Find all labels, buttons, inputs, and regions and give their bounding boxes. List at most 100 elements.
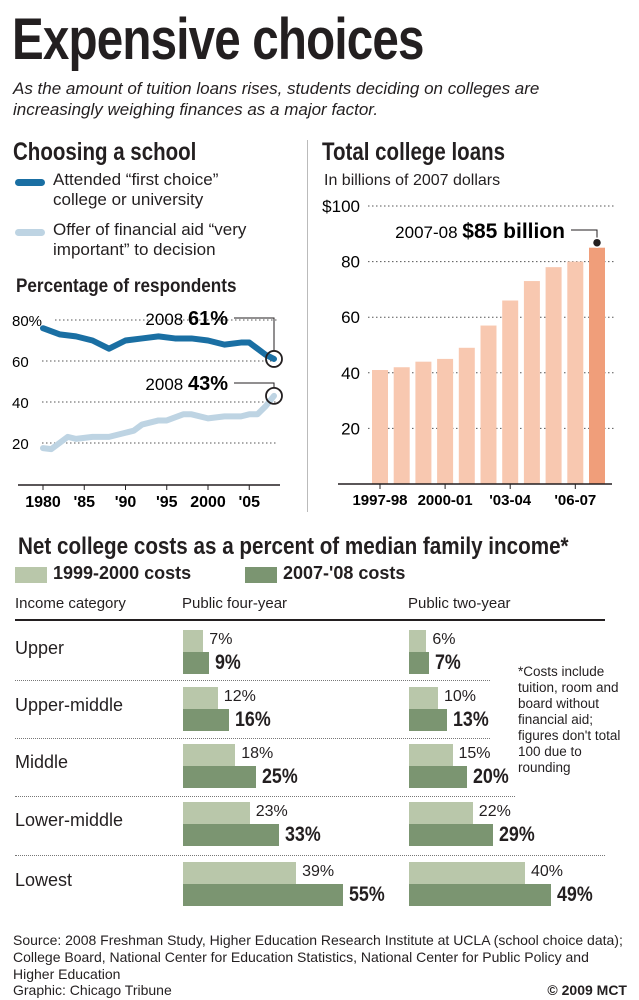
value-2007-four_year: 9% [215, 651, 241, 674]
line-chart-ylabel: Percentage of respondents [16, 276, 237, 297]
header-income-category: Income category [15, 595, 126, 612]
annotation-year: 2008 [145, 310, 188, 329]
x-tick-label: '90 [115, 494, 137, 511]
value-1999-four_year: 12% [223, 688, 256, 705]
x-tick-label: '95 [156, 494, 178, 511]
loans-subtitle: In billions of 2007 dollars [324, 172, 501, 189]
section-divider [307, 140, 308, 512]
y-tick-label: 80% [12, 313, 42, 330]
value-2007-two_year: 13% [452, 708, 489, 731]
bar-1999-two_year [409, 802, 473, 824]
copyright: © 2009 MCT [547, 982, 627, 998]
x-tick-label: '85 [73, 494, 95, 511]
value-2007-four_year: 16% [235, 708, 272, 731]
value-2007-four_year: 55% [348, 883, 385, 906]
row-label-middle: Middle [15, 752, 69, 772]
loan-bar-2004-05 [523, 281, 540, 484]
y-tick-label: 40 [341, 364, 360, 383]
loans-bar-chart: $100 80 60 40 20 1997-98 2000-01 '03-04 '06-07 20… [322, 197, 614, 509]
value-1999-two_year: 10% [444, 688, 477, 705]
x-tick-label: '03-04 [489, 492, 532, 509]
value-2007-four_year: 25% [261, 765, 298, 788]
row-separator [15, 855, 605, 856]
legend-swatch-1999 [15, 567, 47, 583]
legend-swatch-first-choice [15, 179, 45, 186]
bar-2007-four_year [183, 766, 256, 788]
annotation-value: 61% [188, 308, 228, 330]
value-2007-four_year: 33% [284, 823, 321, 846]
page-title: Expensive choices [12, 7, 425, 72]
row-label-upper: Upper [15, 638, 65, 658]
value-1999-four_year: 7% [209, 631, 233, 648]
value-2007-two_year: 29% [499, 823, 535, 846]
bar-1999-four_year [183, 687, 218, 709]
row-label-lowest: Lowest [15, 870, 73, 890]
legend-first-choice: Attended “first choice” college or unive… [53, 170, 219, 209]
y-tick-label: $100 [322, 197, 360, 216]
y-tick-label: 60 [341, 308, 360, 327]
bar-2007-two_year [409, 709, 447, 731]
value-1999-two_year: 22% [478, 803, 511, 820]
value-1999-four_year: 23% [255, 803, 288, 820]
annotation-year: 2008 [145, 375, 188, 394]
annotation-label: 2008 61% [145, 308, 228, 330]
x-tick-label: '06-07 [554, 492, 596, 509]
y-tick-label: 80 [341, 253, 360, 272]
header-rule [15, 619, 605, 621]
value-2007-two_year: 20% [473, 765, 509, 788]
row-label-upper-middle: Upper-middle [15, 695, 124, 715]
row-separator [15, 738, 490, 739]
bar-1999-two_year [409, 630, 427, 652]
costs-title: Net college costs as a percent of median… [18, 533, 569, 560]
x-tick-label: 1980 [25, 494, 61, 511]
legend-financial-aid: Offer of financial aid “very important” … [53, 220, 247, 259]
x-tick-label: '05 [238, 494, 260, 511]
y-tick-label: 20 [12, 436, 29, 453]
loan-bar-2000-01 [437, 358, 454, 484]
loan-bar-2006-07 [567, 261, 584, 484]
legend-swatch-financial-aid [15, 229, 45, 236]
annotation-value: $85 billion [462, 220, 565, 243]
annotation-leader [234, 317, 275, 351]
legend-1999: 1999-2000 costs [53, 563, 192, 583]
x-tick-label: 2000 [190, 494, 226, 511]
annotation-label: 2008 43% [145, 373, 228, 395]
row-separator [15, 796, 515, 797]
choosing-school-title: Choosing a school [13, 138, 197, 166]
bar-1999-four_year [183, 630, 204, 652]
x-tick-label: 1997-98 [352, 492, 407, 509]
loan-bar-2003-04 [502, 300, 519, 484]
subtitle: As the amount of tuition loans rises, st… [13, 79, 540, 119]
row-separator [15, 680, 490, 681]
bar-2007-four_year [183, 652, 210, 674]
footnote: *Costs include tuition, room and board w… [518, 664, 621, 775]
bar-1999-two_year [409, 687, 438, 709]
bar-2007-two_year [409, 766, 467, 788]
annotation-label: 2007-08 $85 billion [395, 220, 565, 243]
value-1999-two_year: 6% [432, 631, 456, 648]
loan-bar-1999-00 [415, 361, 432, 484]
header-public-four-year: Public four-year [182, 595, 288, 612]
legend-swatch-2007 [245, 567, 277, 583]
bar-2007-four_year [183, 884, 343, 906]
bar-2007-two_year [409, 824, 494, 846]
bar-2007-two_year [409, 884, 552, 906]
bar-1999-four_year [183, 862, 297, 884]
value-1999-two_year: 15% [458, 745, 491, 762]
loan-bar-1998-99 [393, 367, 410, 484]
value-2007-two_year: 49% [557, 883, 593, 906]
y-tick-label: 20 [341, 419, 360, 438]
loan-bar-2005-06 [545, 267, 562, 484]
loan-bar-2002-03 [480, 325, 497, 484]
loan-bar-2001-02 [458, 347, 475, 484]
source-note: Source: 2008 Freshman Study, Higher Educ… [13, 932, 623, 982]
annotation-year: 2007-08 [395, 223, 462, 242]
value-1999-four_year: 39% [302, 863, 335, 880]
legend-2007: 2007-'08 costs [283, 563, 406, 583]
annotation-value: 43% [188, 373, 228, 395]
annotation-leader [234, 382, 275, 388]
row-label-lower-middle: Lower-middle [15, 810, 124, 830]
first-choice-line [40, 325, 277, 362]
annotation-dot [591, 237, 603, 248]
